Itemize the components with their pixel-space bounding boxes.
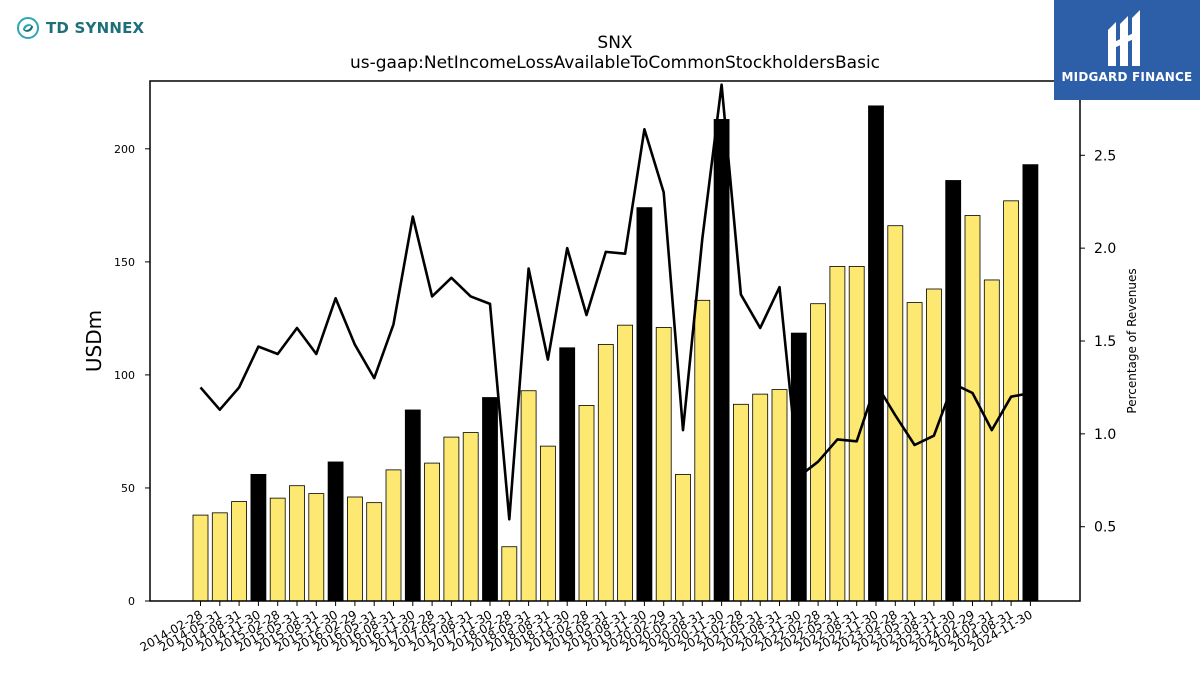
bar-2016-05-31 <box>366 502 383 602</box>
bar-2016-08-31 <box>385 469 402 602</box>
midgard-finance-logo: MIDGARD FINANCE <box>1054 0 1200 100</box>
td-synnex-logo-text: TD SYNNEX <box>46 19 145 37</box>
bar-2019-05-31 <box>597 343 614 602</box>
bar-2021-08-31 <box>771 389 788 602</box>
y-tick-label: 200 <box>114 143 135 156</box>
y2-tick-label: 2.0 <box>1094 241 1116 257</box>
bar-2017-05-31 <box>443 436 460 602</box>
bar-2014-11-30 <box>250 473 267 602</box>
y2-axis-label: Percentage of Revenues <box>1125 268 1139 413</box>
bar-2014-08-31 <box>231 501 248 602</box>
td-synnex-swirl-icon <box>17 17 39 39</box>
bar-2018-08-31 <box>540 445 556 602</box>
y-axis-left: 0 50 100 150 200 <box>114 143 150 608</box>
percentage-line <box>199 83 1031 521</box>
bar-2020-05-31 <box>675 473 691 602</box>
bar-2016-11-30 <box>404 409 421 602</box>
bar-2023-11-30 <box>945 180 962 602</box>
midgard-logo-text: MIDGARD FINANCE <box>1061 70 1193 84</box>
bar-2022-08-31 <box>848 265 865 602</box>
bar-2015-08-31 <box>308 493 325 602</box>
chart-subtitle: us-gaap:NetIncomeLossAvailableToCommonSt… <box>350 53 880 73</box>
bar-2020-08-31 <box>694 299 711 602</box>
bar-2023-05-31 <box>906 302 923 602</box>
bar-2015-05-31 <box>289 485 305 602</box>
bar-2021-05-31 <box>752 393 769 602</box>
y-tick-label: 100 <box>114 369 135 382</box>
bar-2018-05-31 <box>520 390 537 602</box>
bar-2020-11-30 <box>713 119 730 602</box>
y-tick-label: 50 <box>121 482 135 495</box>
y2-tick-label: 2.5 <box>1094 148 1116 164</box>
y-axis-right: 0.5 1.0 1.5 2.0 2.5 <box>1080 148 1116 536</box>
bar-2017-08-31 <box>462 432 479 602</box>
y2-tick-label: 0.5 <box>1094 520 1116 536</box>
bar-2024-11-30 <box>1022 164 1039 602</box>
bar-2017-02-28 <box>424 462 441 602</box>
bar-2015-02-28 <box>269 497 286 602</box>
midgard-mark-icon <box>1108 10 1140 66</box>
bar-2024-08-31 <box>1003 200 1019 602</box>
x-axis: 2014-02-282014-05-312014-08-312014-11-30… <box>138 601 1035 654</box>
bar-2014-05-31 <box>211 512 228 602</box>
bar-2022-05-31 <box>829 265 846 602</box>
y2-tick-label: 1.5 <box>1094 334 1116 350</box>
bar-2019-02-28 <box>578 405 595 602</box>
bar-2018-02-28 <box>501 546 518 602</box>
bar-2024-05-31 <box>983 279 1000 602</box>
bar-2016-02-29 <box>346 496 363 602</box>
bar-2015-11-30 <box>327 461 344 602</box>
td-synnex-logo: TD SYNNEX <box>16 15 144 41</box>
y-tick-label: 0 <box>128 595 135 608</box>
y-axis-label: USDm <box>82 310 106 372</box>
chart-title: SNX <box>597 33 633 53</box>
bar-2022-02-28 <box>810 303 826 602</box>
bar-2023-08-31 <box>926 288 942 602</box>
bar-2014-02-28 <box>192 514 209 602</box>
bar-2017-11-30 <box>482 397 498 602</box>
bar-2020-02-29 <box>655 327 672 602</box>
y-tick-label: 150 <box>114 256 135 269</box>
bar-2019-11-30 <box>636 207 653 602</box>
bar-2024-02-29 <box>964 215 981 602</box>
bar-series <box>192 105 1039 602</box>
bar-2018-11-30 <box>559 347 576 602</box>
bar-2022-11-30 <box>868 105 884 602</box>
bar-2019-08-31 <box>617 324 633 602</box>
bar-2021-02-28 <box>733 403 749 602</box>
y2-tick-label: 1.0 <box>1094 427 1116 443</box>
